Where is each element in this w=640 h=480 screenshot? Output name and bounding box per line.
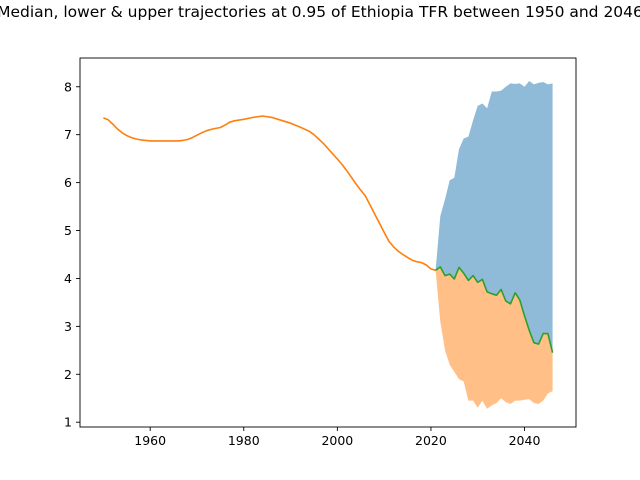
y-tick-label: 8 [64, 79, 72, 94]
y-tick-label: 7 [64, 127, 72, 142]
history-line [103, 115, 436, 272]
y-tick-label: 2 [64, 367, 72, 382]
x-tick-label: 2020 [415, 433, 447, 448]
x-tick-label: 2040 [509, 433, 541, 448]
y-tick-label: 1 [64, 415, 72, 430]
y-tick-label: 4 [64, 271, 72, 286]
x-tick-label: 2000 [321, 433, 353, 448]
chart-title: Median, lower & upper trajectories at 0.… [0, 3, 640, 21]
x-tick-label: 1980 [228, 433, 260, 448]
series-lines [103, 115, 554, 353]
median-line [435, 266, 554, 353]
plot-frame [79, 57, 577, 428]
y-tick-label: 5 [64, 223, 72, 238]
upper-band-area [435, 81, 553, 353]
axes: 1960 1980 2000 2020 2040 1 2 3 4 5 6 7 8 [64, 57, 577, 448]
lower-band-area [435, 266, 553, 409]
y-tick-label: 6 [64, 175, 72, 190]
x-tick-label: 1960 [134, 433, 166, 448]
uncertainty-bands [435, 81, 553, 409]
y-tick-label: 3 [64, 319, 72, 334]
